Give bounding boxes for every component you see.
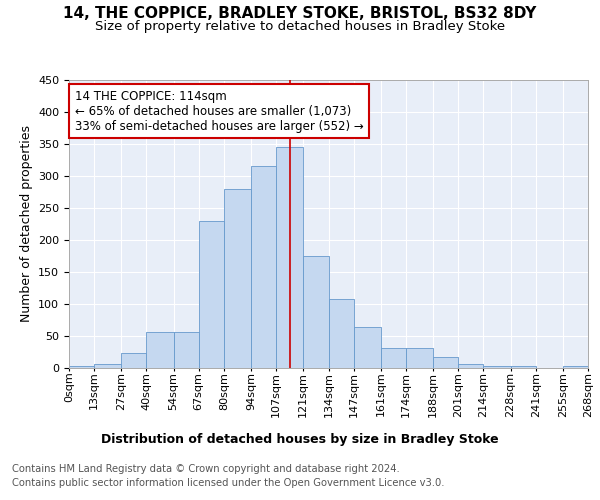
Bar (121, 354, 146, 368)
Bar (381, 348, 406, 368)
Bar (511, 366, 536, 368)
Text: 14, THE COPPICE, BRADLEY STOKE, BRISTOL, BS32 8DY: 14, THE COPPICE, BRADLEY STOKE, BRISTOL,… (64, 6, 536, 22)
Bar (276, 147, 304, 368)
Bar (173, 332, 199, 368)
Text: Contains public sector information licensed under the Open Government Licence v3: Contains public sector information licen… (12, 478, 445, 488)
Bar (458, 364, 484, 368)
Bar (406, 348, 433, 368)
Bar (304, 256, 329, 368)
Bar (69, 366, 94, 368)
Bar (484, 366, 511, 368)
Bar (94, 364, 121, 368)
Bar (199, 220, 224, 368)
Text: Contains HM Land Registry data © Crown copyright and database right 2024.: Contains HM Land Registry data © Crown c… (12, 464, 400, 474)
Text: Distribution of detached houses by size in Bradley Stoke: Distribution of detached houses by size … (101, 432, 499, 446)
Text: 14 THE COPPICE: 114sqm
← 65% of detached houses are smaller (1,073)
33% of semi-: 14 THE COPPICE: 114sqm ← 65% of detached… (75, 90, 364, 132)
Text: Size of property relative to detached houses in Bradley Stoke: Size of property relative to detached ho… (95, 20, 505, 33)
Bar (329, 299, 353, 368)
Bar (251, 166, 276, 368)
Y-axis label: Number of detached properties: Number of detached properties (20, 125, 32, 322)
Bar (353, 327, 381, 368)
Bar (146, 332, 173, 368)
Bar (433, 356, 458, 368)
Bar (563, 366, 588, 368)
Bar (224, 188, 251, 368)
